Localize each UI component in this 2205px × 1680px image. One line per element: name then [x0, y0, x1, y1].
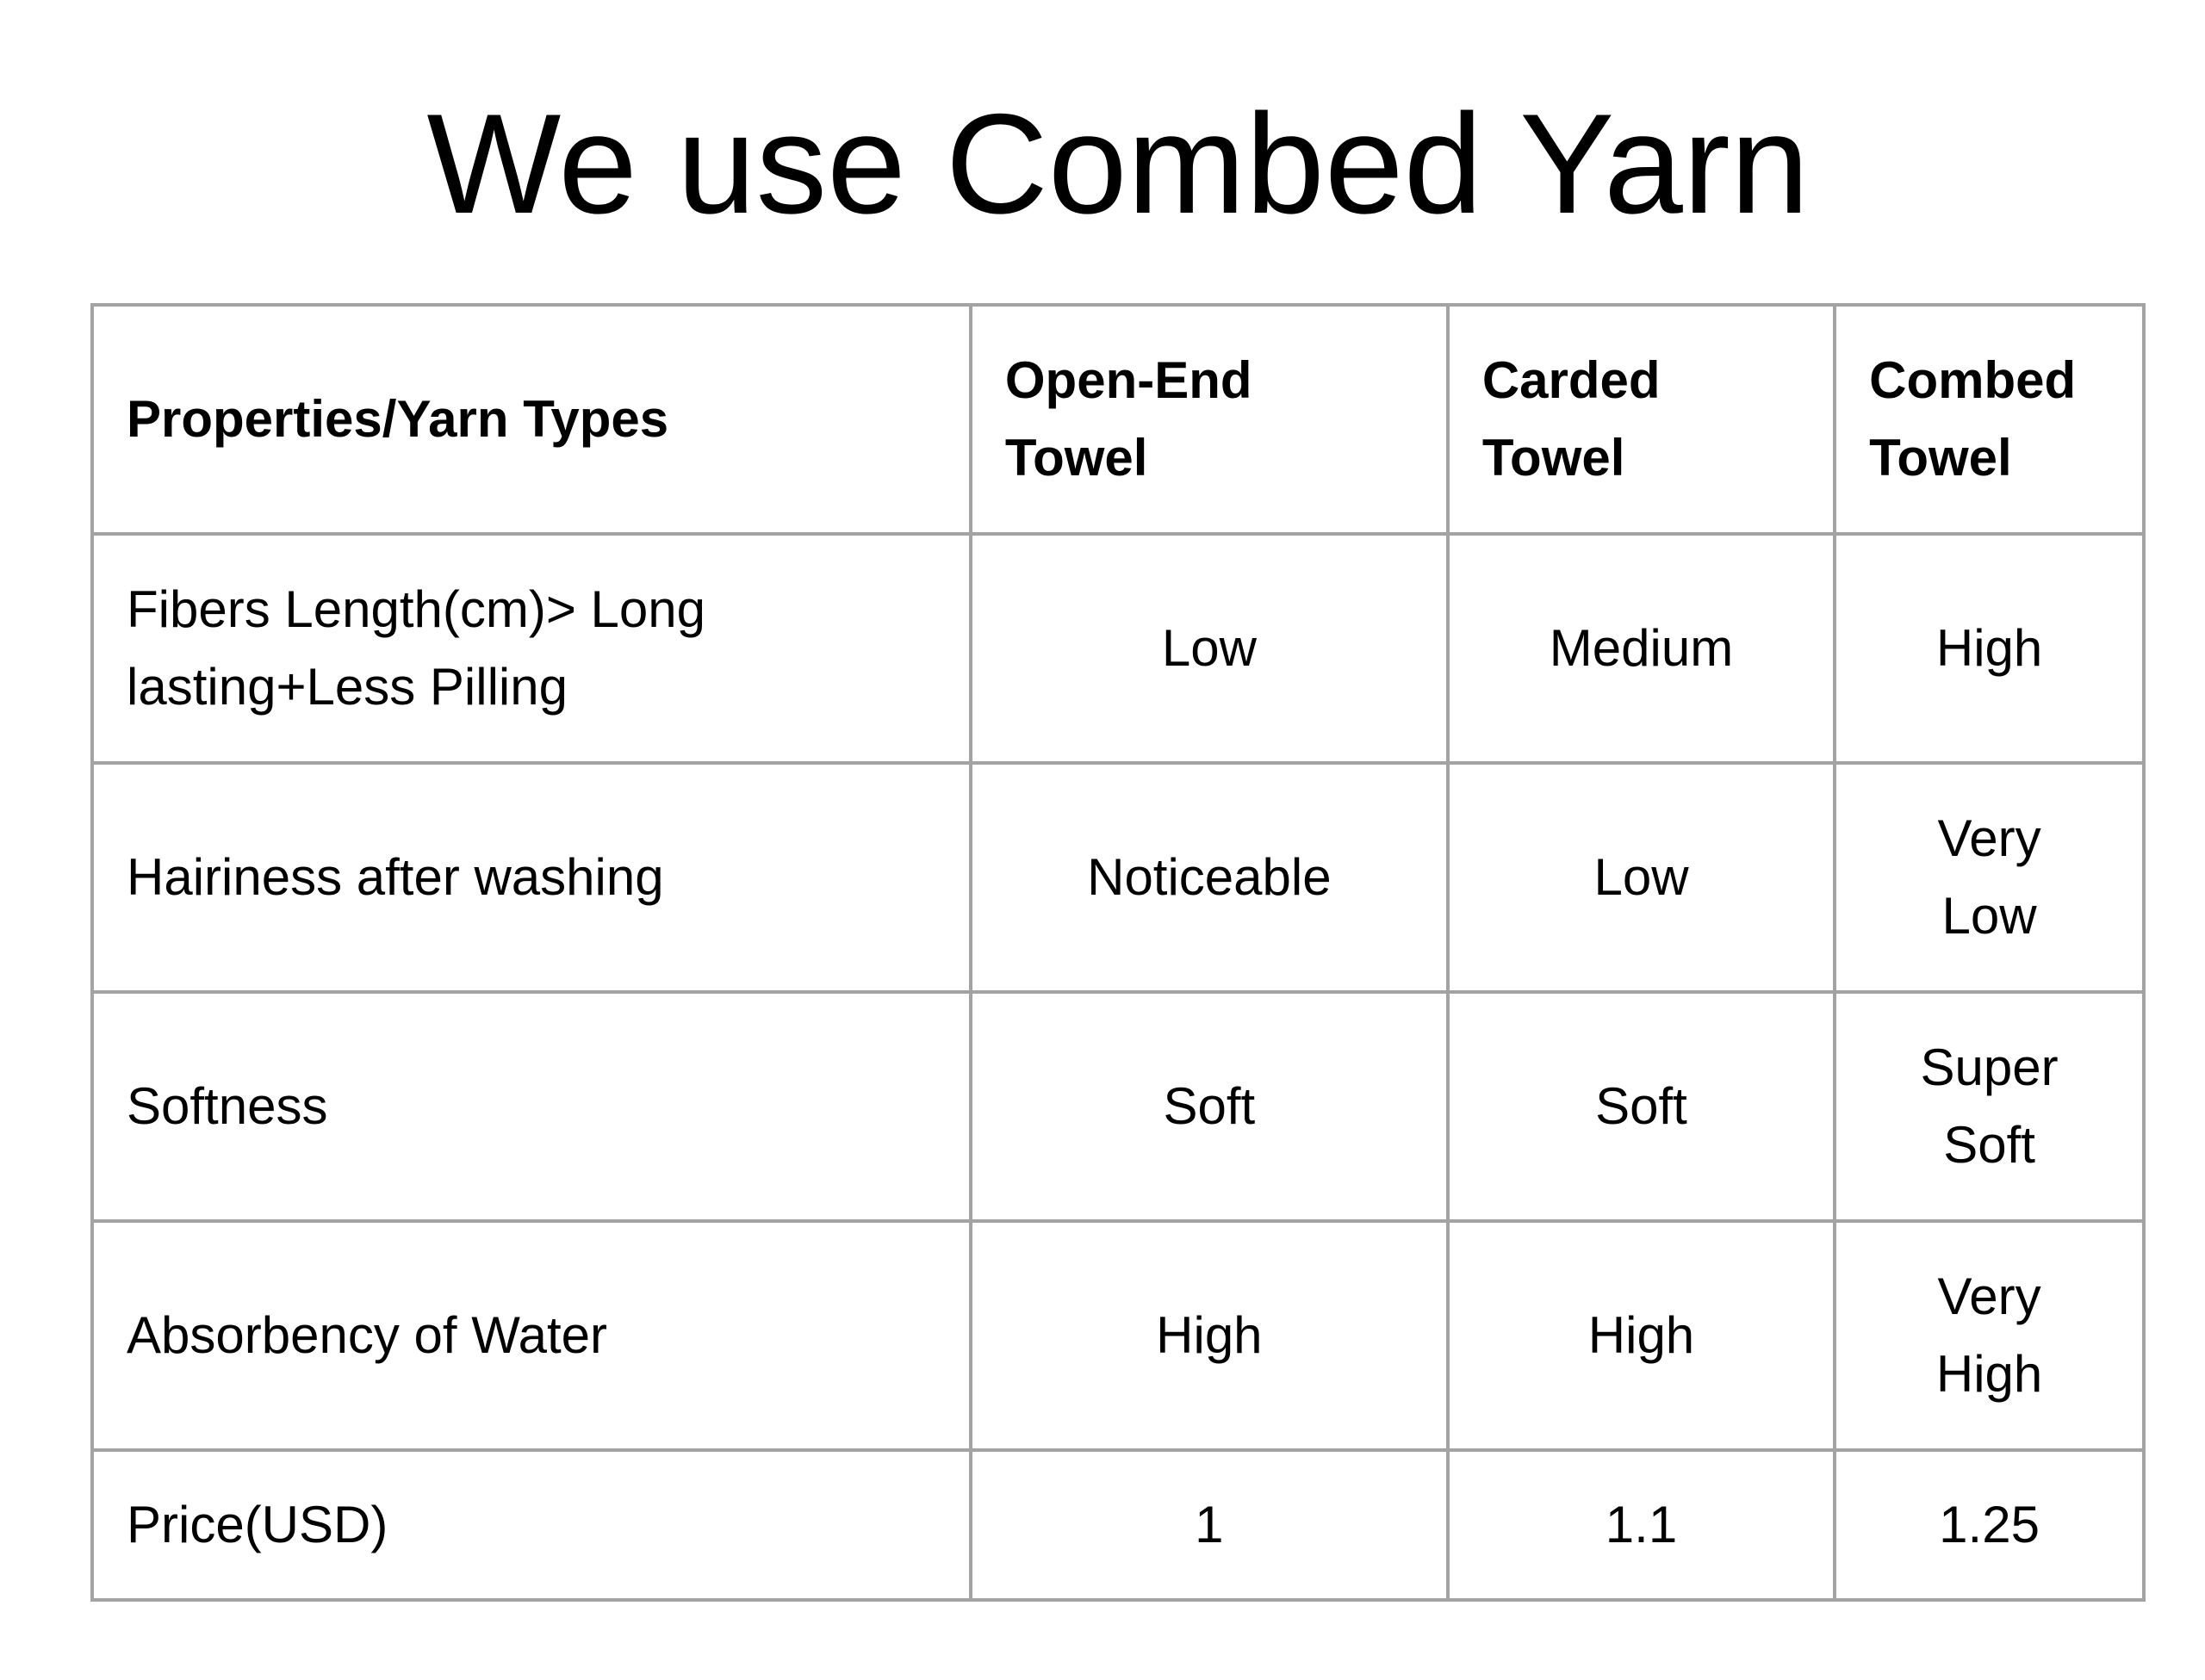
comparison-table: Properties/Yarn Types Open-End Towel Carded… — [90, 303, 2146, 1602]
value-cell: High — [1445, 1219, 1837, 1452]
value-cell: 1 — [968, 1448, 1450, 1602]
value-cell: Soft — [968, 990, 1450, 1223]
column-header: Properties/Yarn Types — [90, 303, 972, 536]
value-cell: Super Soft — [1833, 990, 2146, 1223]
column-header: Carded Towel — [1445, 303, 1837, 536]
value-cell: Low — [1445, 761, 1837, 994]
value-cell: Medium — [1445, 532, 1837, 765]
table-row: Hairiness after washing Noticeable Low Very… — [90, 761, 2146, 994]
property-cell: Softness — [90, 990, 972, 1223]
value-cell: 1.1 — [1445, 1448, 1837, 1602]
property-cell: Price(USD) — [90, 1448, 972, 1602]
value-cell: High — [1833, 532, 2146, 765]
column-header: Open-End Towel — [968, 303, 1450, 536]
table-row: Softness Soft Soft Super Soft — [90, 990, 2146, 1223]
value-cell: Very Low — [1833, 761, 2146, 994]
value-cell: High — [968, 1219, 1450, 1452]
table-row: Fibers Length(cm)> Long lasting+Less Pil… — [90, 532, 2146, 765]
property-cell: Hairiness after washing — [90, 761, 972, 994]
value-cell: Soft — [1445, 990, 1837, 1223]
value-cell: Low — [968, 532, 1450, 765]
value-cell: Very High — [1833, 1219, 2146, 1452]
property-cell: Absorbency of Water — [90, 1219, 972, 1452]
property-cell: Fibers Length(cm)> Long lasting+Less Pil… — [90, 532, 972, 765]
value-cell: 1.25 — [1833, 1448, 2146, 1602]
page-title: We use Combed Yarn — [426, 84, 1810, 243]
table-row: Absorbency of Water High High Very High — [90, 1219, 2146, 1452]
table-row: Price(USD) 1 1.1 1.25 — [90, 1448, 2146, 1602]
column-header: Combed Towel — [1833, 303, 2146, 536]
table-header-row: Properties/Yarn Types Open-End Towel Carded… — [90, 303, 2146, 536]
value-cell: Noticeable — [968, 761, 1450, 994]
